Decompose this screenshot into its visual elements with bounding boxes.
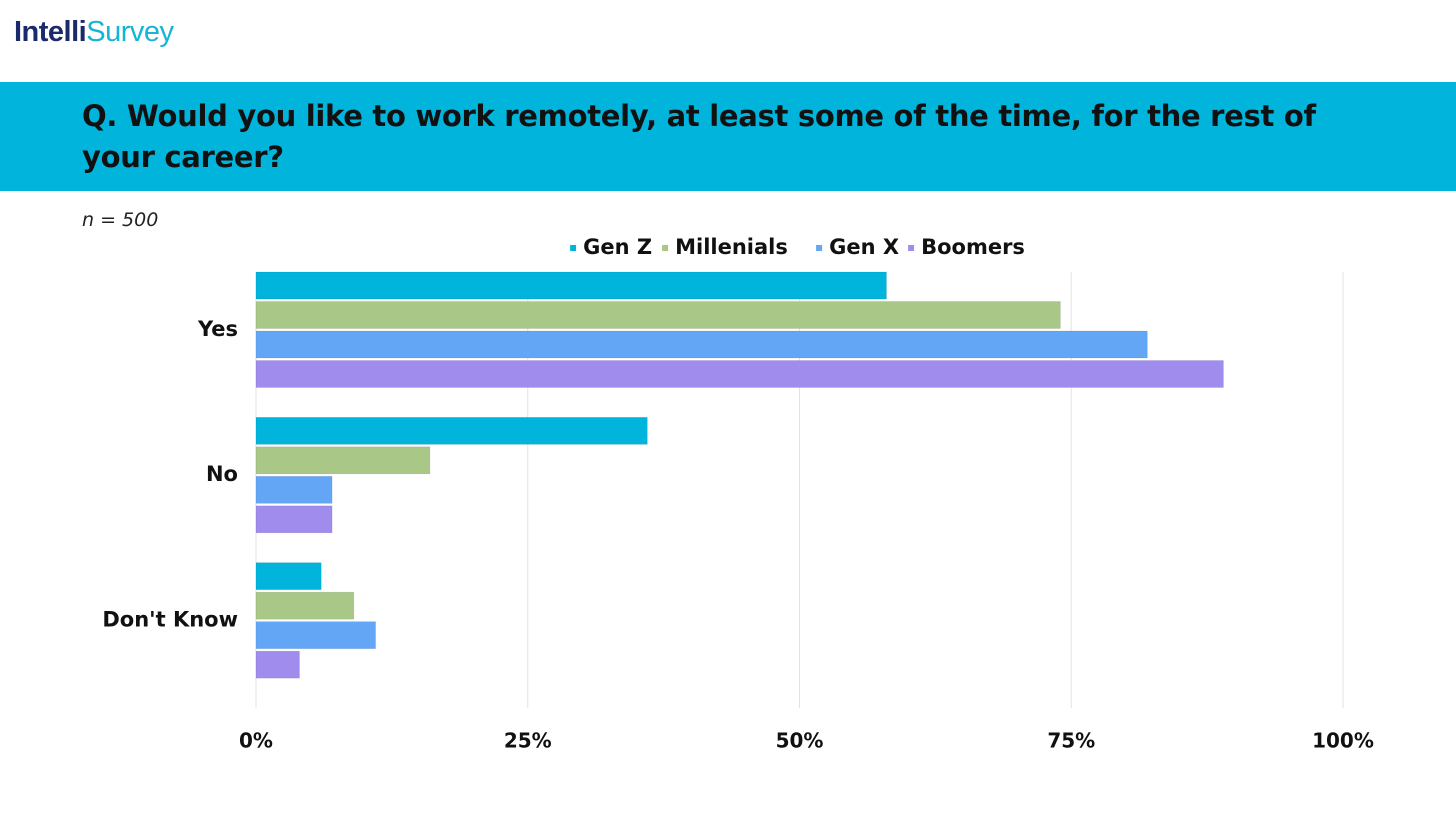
legend-label-2: Gen X: [829, 235, 899, 259]
legend-swatch-1: [662, 245, 669, 251]
bar-1-2: [255, 591, 355, 620]
bar-1-0: [255, 301, 1061, 329]
question-banner: Q. Would you like to work remotely, at l…: [0, 82, 1456, 191]
logo-part-survey: Survey: [86, 16, 174, 48]
legend-label-0: Gen Z: [583, 235, 652, 259]
sample-size: n = 500: [82, 209, 159, 231]
bar-2-2: [255, 621, 376, 649]
legend-swatch-3: [908, 245, 915, 251]
bar-0-1: [255, 417, 648, 445]
bar-3-2: [255, 650, 300, 679]
logo-part-intelli: Intelli: [14, 16, 87, 48]
bar-1-1: [255, 446, 431, 475]
x-tick-label-4: 100%: [1312, 729, 1374, 753]
bar-0-0: [255, 271, 887, 300]
legend-swatch-2: [816, 245, 823, 251]
category-label-1: No: [206, 462, 238, 486]
legend-swatch-0: [570, 245, 577, 251]
x-tick-label-0: 0%: [239, 729, 273, 753]
question-title: Q. Would you like to work remotely, at l…: [82, 99, 1316, 174]
x-tick-label-3: 75%: [1047, 729, 1095, 753]
intellisurvey-logo: IntelliSurvey: [14, 14, 174, 50]
x-tick-label-2: 50%: [776, 729, 824, 753]
legend-label-1: Millenials: [675, 235, 788, 259]
bar-2-1: [255, 476, 333, 504]
bar-3-1: [255, 505, 333, 534]
category-label-2: Don't Know: [102, 607, 238, 631]
legend-label-3: Boomers: [921, 235, 1025, 259]
category-label-0: Yes: [197, 317, 238, 341]
x-tick-label-1: 25%: [504, 729, 552, 753]
bar-3-0: [255, 360, 1224, 388]
bar-2-0: [255, 330, 1148, 359]
bar-0-2: [255, 562, 322, 590]
